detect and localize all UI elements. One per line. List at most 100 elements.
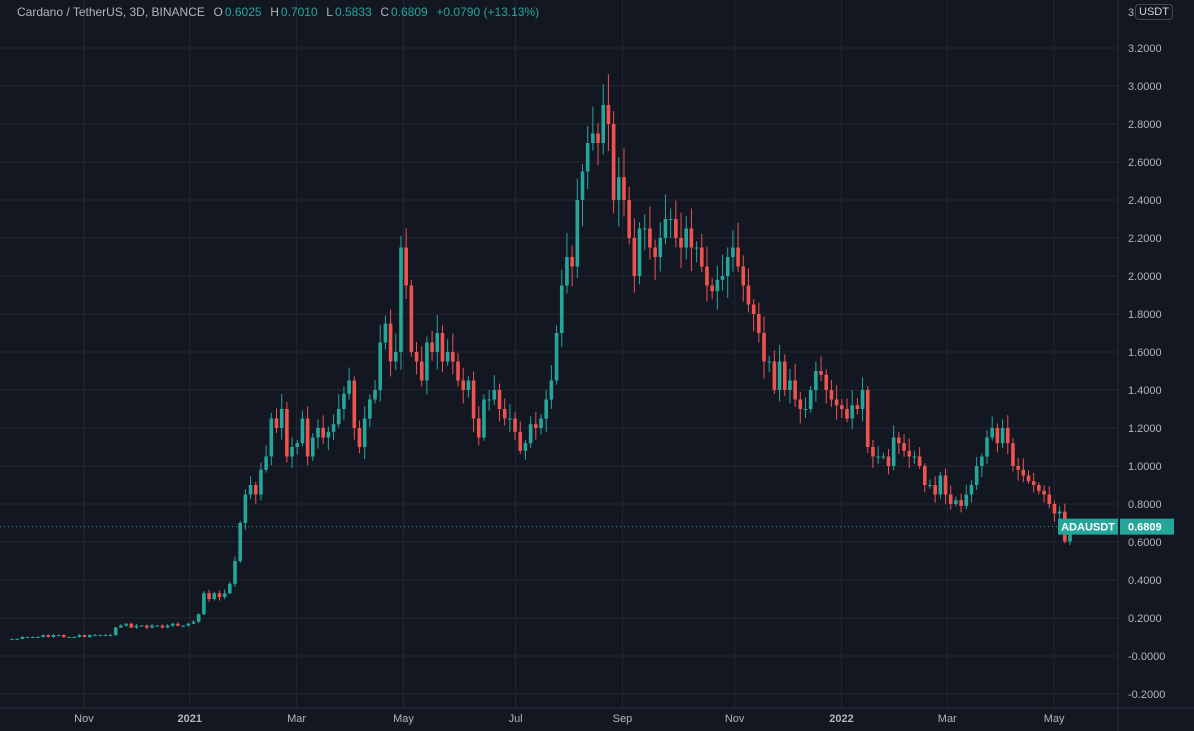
candle	[653, 239, 657, 281]
candle-body	[793, 380, 797, 400]
candle-body	[865, 390, 870, 447]
candle	[212, 591, 217, 601]
candle-body	[782, 361, 787, 390]
candle	[113, 626, 118, 636]
candle-body	[653, 247, 657, 257]
candle	[845, 398, 849, 423]
candle-body	[145, 625, 149, 628]
candle-body	[1042, 490, 1046, 495]
candle-body	[15, 638, 19, 640]
price-tick-label: -0.0000	[1128, 651, 1165, 663]
candle	[368, 394, 372, 428]
candle	[544, 389, 548, 433]
high-label: H	[270, 5, 279, 19]
candle-body	[658, 238, 663, 257]
candle-body	[336, 409, 341, 425]
candle	[699, 233, 704, 273]
candle	[824, 369, 829, 404]
candle	[476, 406, 481, 446]
candle	[741, 255, 746, 302]
candle	[77, 634, 82, 638]
candle-body	[710, 285, 714, 292]
candle-body	[767, 361, 771, 363]
candle-body	[891, 437, 896, 466]
candle	[285, 401, 289, 463]
candle	[264, 445, 268, 473]
candle-body	[311, 437, 315, 457]
candle	[10, 638, 14, 640]
candle	[622, 148, 626, 217]
time-axis[interactable]: Nov 2021 Mar May Jul Sep Nov 2022 Mar May	[74, 713, 1065, 725]
candle-body	[990, 428, 995, 438]
candle-body	[974, 466, 979, 485]
candle	[311, 433, 315, 461]
time-tick-label: Nov	[74, 713, 94, 725]
candle-body	[373, 390, 377, 400]
candle-body	[119, 625, 123, 628]
candle	[871, 440, 875, 469]
price-axis[interactable]: 3.2000 3.0000 2.8000 2.6000 2.4000 2.2000 2.00…	[1128, 43, 1165, 701]
candle-body	[741, 266, 746, 286]
candle	[419, 346, 424, 387]
grid-lines	[0, 0, 1118, 708]
candle-body	[1026, 475, 1031, 482]
candle	[596, 123, 600, 166]
candle	[497, 383, 502, 422]
candle	[637, 222, 642, 285]
price-tick-label: 3.2000	[1128, 43, 1162, 55]
candle-body	[150, 625, 154, 628]
candle	[917, 447, 922, 469]
candle-body	[139, 625, 144, 627]
candle-body	[1031, 481, 1036, 485]
candle	[196, 613, 201, 624]
candle-body	[762, 333, 766, 362]
time-tick-label: 2021	[178, 713, 202, 725]
candle-body	[840, 405, 844, 409]
candle	[456, 353, 460, 387]
candle	[1000, 419, 1005, 448]
candle-body	[668, 219, 673, 220]
candle-body	[72, 637, 77, 638]
candle	[492, 375, 497, 406]
candle	[539, 413, 543, 435]
candle	[72, 636, 77, 639]
candle	[793, 363, 797, 408]
candle	[575, 178, 580, 278]
candle	[679, 212, 683, 269]
candle-body	[544, 399, 548, 419]
candle	[300, 410, 305, 447]
candle	[357, 420, 362, 454]
candle-body	[321, 428, 325, 438]
candle-body	[129, 623, 134, 628]
candle	[176, 622, 180, 627]
candle	[321, 415, 325, 444]
candle-body	[1057, 511, 1062, 514]
symbol-title[interactable]: Cardano / TetherUS, 3D, BINANCE	[17, 5, 205, 19]
candle-body	[559, 285, 564, 333]
candle-body	[461, 380, 466, 390]
candle	[378, 324, 383, 402]
candle-body	[948, 494, 953, 504]
candle-body	[897, 437, 901, 444]
candle-body	[694, 247, 699, 249]
candle-body	[995, 428, 1000, 444]
candle-body	[699, 247, 704, 267]
candle	[207, 589, 211, 602]
candle-body	[819, 371, 823, 375]
candle	[995, 423, 1000, 453]
candle	[570, 245, 574, 287]
candle-body	[637, 228, 642, 276]
candle	[689, 208, 694, 272]
candle	[202, 590, 206, 616]
candle	[435, 314, 440, 370]
candle	[746, 268, 751, 313]
candle	[694, 241, 699, 263]
candle-body	[611, 124, 616, 200]
candle-body	[964, 494, 969, 506]
candle-body	[855, 405, 860, 409]
currency-unit-button[interactable]: USDT	[1135, 4, 1173, 20]
candle-body	[191, 621, 196, 624]
candle	[648, 206, 652, 260]
candle	[238, 521, 242, 564]
